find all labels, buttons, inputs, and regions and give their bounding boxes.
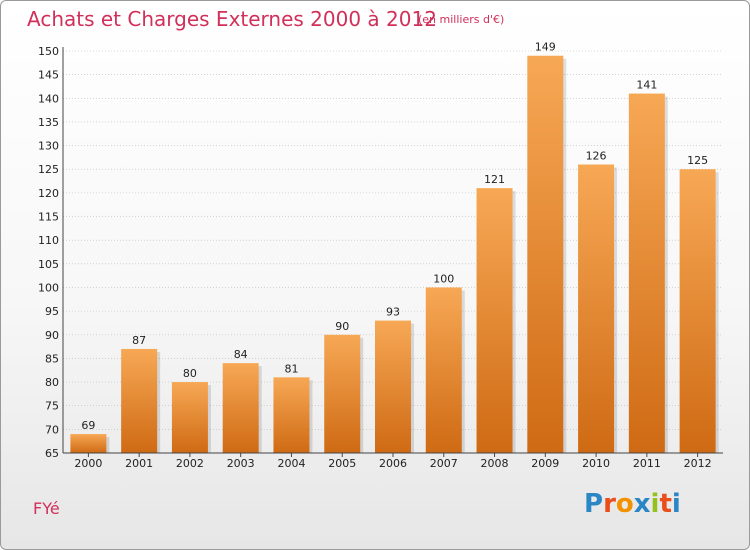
y-tick-label: 145 xyxy=(38,69,59,82)
y-tick-label: 65 xyxy=(45,447,59,460)
bar-value-label: 80 xyxy=(183,367,197,380)
y-tick-label: 80 xyxy=(45,376,59,389)
x-tick-label: 2005 xyxy=(328,457,356,470)
x-tick-label: 2001 xyxy=(125,457,153,470)
bar-value-label: 125 xyxy=(687,154,708,167)
x-tick-label: 2000 xyxy=(74,457,102,470)
y-tick-label: 75 xyxy=(45,400,59,413)
y-tick-label: 125 xyxy=(38,163,59,176)
chart-title: Achats et Charges Externes 2000 à 2012 xyxy=(27,7,437,31)
logo-letter: i xyxy=(671,489,681,519)
y-tick-label: 85 xyxy=(45,352,59,365)
bar xyxy=(476,188,513,453)
bar xyxy=(375,320,411,453)
bar xyxy=(425,287,462,453)
bar xyxy=(171,382,208,453)
logo-letter: x xyxy=(633,489,651,519)
y-tick-label: 120 xyxy=(38,187,59,200)
y-tick-label: 70 xyxy=(45,423,59,436)
bar-value-label: 126 xyxy=(586,150,607,163)
y-tick-label: 135 xyxy=(38,116,59,129)
y-tick-label: 100 xyxy=(38,281,59,294)
x-tick-label: 2006 xyxy=(379,457,407,470)
bar xyxy=(578,164,615,453)
logo-letter: r xyxy=(603,489,616,519)
bar-value-label: 90 xyxy=(335,320,349,333)
commune-name: FYé xyxy=(33,499,60,518)
x-tick-label: 2008 xyxy=(481,457,509,470)
bar-value-label: 87 xyxy=(132,334,146,347)
x-tick-label: 2011 xyxy=(633,457,661,470)
y-tick-label: 105 xyxy=(38,258,59,271)
bar xyxy=(121,348,158,453)
x-tick-label: 2009 xyxy=(531,457,559,470)
bar xyxy=(527,55,564,454)
bar xyxy=(679,169,716,453)
y-tick-label: 95 xyxy=(45,305,59,318)
y-tick-label: 150 xyxy=(38,45,59,58)
bar-value-label: 121 xyxy=(484,173,505,186)
x-tick-label: 2004 xyxy=(277,457,305,470)
logo-letter: o xyxy=(615,489,634,519)
bar-value-label: 93 xyxy=(386,306,400,319)
x-tick-label: 2002 xyxy=(176,457,204,470)
x-tick-label: 2012 xyxy=(684,457,712,470)
y-tick-label: 130 xyxy=(38,140,59,153)
bars: 69 87 80 84 81 90 93 100 121 149 126 141 125 xyxy=(70,41,719,454)
y-tick-label: 110 xyxy=(38,234,59,247)
proxiti-logo: Proxiti xyxy=(584,489,681,519)
bar xyxy=(273,377,310,453)
bar xyxy=(70,434,107,453)
bar-value-label: 81 xyxy=(284,362,298,375)
bar-value-label: 141 xyxy=(636,79,657,92)
y-tick-label: 115 xyxy=(38,211,59,224)
bar-value-label: 69 xyxy=(81,419,95,432)
bar-value-label: 149 xyxy=(535,41,556,54)
bar xyxy=(222,363,259,453)
axes: 65 70 75 80 85 90 95 100 105 110 115 120 125 130 135 14… xyxy=(38,45,723,470)
y-tick-label: 90 xyxy=(45,329,59,342)
x-tick-label: 2003 xyxy=(227,457,255,470)
x-tick-label: 2007 xyxy=(430,457,458,470)
bar xyxy=(324,334,361,453)
x-tick-label: 2010 xyxy=(582,457,610,470)
logo-letter: i xyxy=(650,489,660,519)
bar xyxy=(628,93,665,454)
logo-letter: t xyxy=(659,489,672,519)
y-tick-label: 140 xyxy=(38,92,59,105)
logo-letter: P xyxy=(584,489,604,519)
chart-subtitle: (en milliers d'€) xyxy=(418,13,505,26)
bar-value-label: 100 xyxy=(433,272,454,285)
bar-value-label: 84 xyxy=(234,348,248,361)
